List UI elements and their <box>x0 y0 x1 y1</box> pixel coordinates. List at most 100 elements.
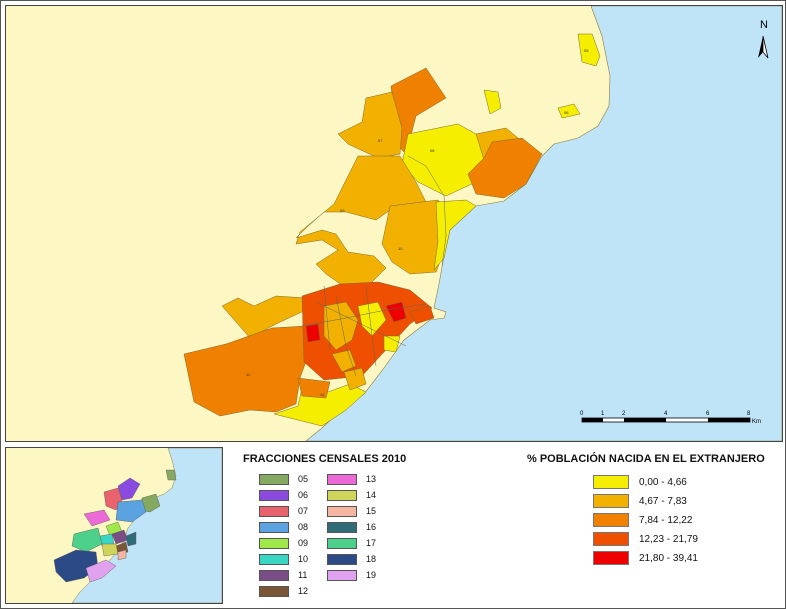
fraction-legend-item: 08 <box>259 520 308 534</box>
fraction-legend-item: 06 <box>259 488 308 502</box>
map-label: 07 <box>378 138 383 143</box>
map-label: 06 <box>564 110 569 115</box>
fraction-code: 11 <box>298 570 308 580</box>
population-class-label: 7,84 - 12,22 <box>639 514 693 526</box>
inset-fractions <box>53 469 177 583</box>
population-legend-item: 4,67 - 7,83 <box>593 493 687 509</box>
polygon-amber <box>343 367 367 391</box>
map-label: 10 <box>398 246 403 251</box>
fraction-swatch <box>327 521 357 533</box>
polygon-yellow <box>577 33 601 67</box>
inset-map[interactable] <box>5 447 223 604</box>
main-map-canvas: 05 06 07 08 09 10 11 12 N <box>6 6 782 441</box>
scale-tick: 6 <box>706 411 710 417</box>
fraction-swatch <box>259 585 289 597</box>
fraction-legend-item: 18 <box>327 552 376 566</box>
scale-tick: 1 <box>601 411 605 417</box>
fraction-legend-item: 14 <box>327 488 376 502</box>
fraction-swatch <box>259 505 289 517</box>
fraction-legend-item: 16 <box>327 520 376 534</box>
scale-bar: 0 1 2 4 6 8 Km <box>580 411 761 425</box>
scale-tick: 2 <box>622 411 626 417</box>
polygon-orange <box>297 377 331 399</box>
fraction-swatch <box>327 489 357 501</box>
fraction-swatch <box>327 537 357 549</box>
polygon-red <box>305 323 321 343</box>
fraction-legend-item: 10 <box>259 552 308 566</box>
scale-tick: 4 <box>664 411 668 417</box>
fraction-legend-item: 15 <box>327 504 376 518</box>
population-legend: % POBLACIÓN NACIDA EN EL EXTRANJERO 0,00… <box>523 453 779 603</box>
fraction-code: 05 <box>298 474 309 484</box>
polygon-yellow <box>483 89 502 115</box>
fraction-swatch <box>327 569 357 581</box>
polygon-red <box>385 301 407 323</box>
fraction-legend-item: 13 <box>327 472 376 486</box>
population-legend-item: 0,00 - 4,66 <box>593 474 687 490</box>
polygon-amber <box>323 301 359 351</box>
fraction-swatch <box>327 553 357 565</box>
population-class-label: 12,23 - 21,79 <box>639 533 698 545</box>
main-map[interactable]: 05 06 07 08 09 10 11 12 N <box>5 5 783 442</box>
fraction-code: 08 <box>298 522 309 532</box>
fraction-code: 14 <box>366 490 377 500</box>
fraction-code: 06 <box>298 490 309 500</box>
population-class-label: 0,00 - 4,66 <box>639 476 687 488</box>
fraction-swatch <box>327 505 357 517</box>
fraction-code: 15 <box>366 506 377 516</box>
fraction-code: 12 <box>298 586 309 596</box>
polygon-orange <box>183 325 309 417</box>
fraction-swatch <box>259 537 289 549</box>
population-legend-item: 21,80 - 39,41 <box>593 550 698 566</box>
fraction-swatch <box>259 553 289 565</box>
fraction-legend-item: 17 <box>327 536 376 550</box>
scale-unit: Km <box>752 419 761 425</box>
population-legend-title: % POBLACIÓN NACIDA EN EL EXTRANJERO <box>527 453 765 465</box>
polygon-yellow <box>357 301 387 337</box>
fractions-legend-title: FRACCIONES CENSALES 2010 <box>243 453 407 465</box>
street-lines <box>301 155 447 377</box>
fraction-code: 09 <box>298 538 309 548</box>
map-label: 09 <box>340 208 345 213</box>
fraction-swatch <box>327 473 357 485</box>
population-polygons <box>183 33 601 427</box>
population-class-label: 4,67 - 7,83 <box>639 495 687 507</box>
inset-map-canvas <box>6 448 222 603</box>
polygon-yellow <box>383 335 401 353</box>
map-label: 08 <box>430 148 435 153</box>
population-swatch <box>593 494 629 508</box>
polygon-orange <box>467 137 543 199</box>
fraction-swatch <box>259 473 289 485</box>
map-label: 12 <box>320 392 325 397</box>
fraction-legend-item: 19 <box>327 568 376 582</box>
fraction-legend-item: 05 <box>259 472 308 486</box>
fraction-code: 10 <box>298 554 309 564</box>
population-swatch <box>593 551 629 565</box>
north-label: N <box>760 19 768 31</box>
map-label: 05 <box>584 48 589 53</box>
polygon-yellow <box>433 199 477 271</box>
population-swatch <box>593 532 629 546</box>
north-arrow: N <box>758 19 769 59</box>
population-legend-item: 12,23 - 21,79 <box>593 531 698 547</box>
population-swatch <box>593 513 629 527</box>
fractions-legend: FRACCIONES CENSALES 2010 05 06 07 08 09 10 11 1… <box>243 453 483 603</box>
fraction-legend-item: 09 <box>259 536 308 550</box>
polygon-yellow <box>557 103 581 119</box>
population-class-label: 21,80 - 39,41 <box>639 552 698 564</box>
fraction-code: 17 <box>366 538 377 548</box>
polygon-red-orange <box>409 305 435 325</box>
fraction-legend-item: 12 <box>259 584 308 598</box>
fraction-code: 19 <box>366 570 377 580</box>
polygon-amber <box>331 349 357 373</box>
fraction-code: 16 <box>366 522 377 532</box>
fraction-code: 18 <box>366 554 377 564</box>
scale-tick: 8 <box>747 411 751 417</box>
population-legend-item: 7,84 - 12,22 <box>593 512 692 528</box>
fraction-swatch <box>259 521 289 533</box>
fraction-labels: 05 06 07 08 09 10 11 12 <box>246 48 589 397</box>
sea-area <box>305 6 782 441</box>
fraction-swatch <box>259 489 289 501</box>
population-swatch <box>593 475 629 489</box>
